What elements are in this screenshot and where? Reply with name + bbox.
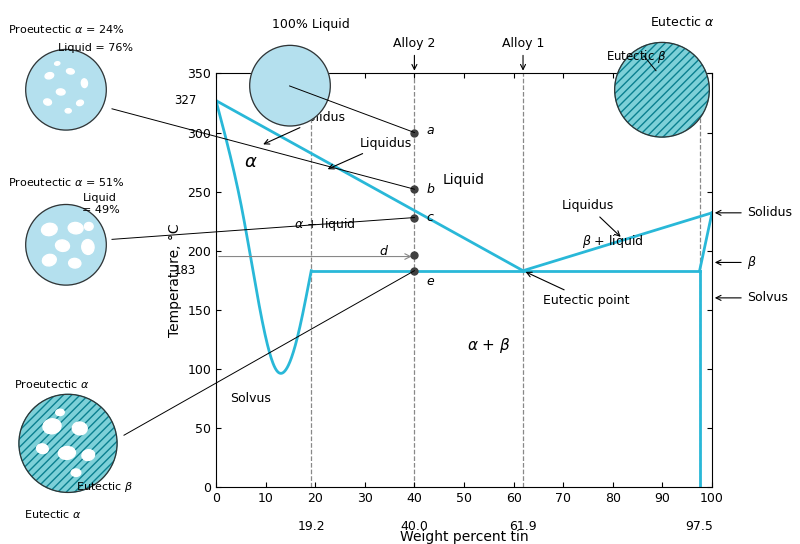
Text: e: e xyxy=(427,275,434,288)
Text: Solidus: Solidus xyxy=(716,206,792,219)
Ellipse shape xyxy=(85,222,93,230)
Ellipse shape xyxy=(56,409,64,416)
Text: 61.9: 61.9 xyxy=(510,520,537,533)
Circle shape xyxy=(614,42,710,137)
Ellipse shape xyxy=(42,223,57,236)
Text: 100% Liquid: 100% Liquid xyxy=(272,18,350,31)
Ellipse shape xyxy=(82,239,94,255)
Text: Alloy 1: Alloy 1 xyxy=(502,37,544,70)
Text: 40.0: 40.0 xyxy=(401,520,428,533)
Text: Liquid: Liquid xyxy=(443,173,485,187)
Text: Alloy 2: Alloy 2 xyxy=(394,37,435,70)
Text: Eutectic $\beta$: Eutectic $\beta$ xyxy=(606,47,666,65)
Ellipse shape xyxy=(82,450,94,461)
Text: $\alpha$: $\alpha$ xyxy=(244,153,258,171)
Ellipse shape xyxy=(55,240,70,251)
Text: $\alpha$ + liquid: $\alpha$ + liquid xyxy=(294,216,356,233)
Text: 19.2: 19.2 xyxy=(298,520,325,533)
Ellipse shape xyxy=(58,447,75,459)
Text: Solidus: Solidus xyxy=(264,110,346,144)
Y-axis label: Temperature, °C: Temperature, °C xyxy=(168,224,182,337)
Text: Eutectic $\alpha$: Eutectic $\alpha$ xyxy=(24,508,82,520)
Text: 327: 327 xyxy=(174,94,196,107)
Circle shape xyxy=(19,394,117,492)
Ellipse shape xyxy=(43,419,61,434)
Circle shape xyxy=(250,45,330,126)
Ellipse shape xyxy=(65,109,71,113)
Text: Liquidus: Liquidus xyxy=(329,137,412,169)
Ellipse shape xyxy=(72,422,87,435)
Ellipse shape xyxy=(68,222,83,234)
Ellipse shape xyxy=(54,61,60,65)
Text: 97.5: 97.5 xyxy=(686,520,714,533)
Text: c: c xyxy=(427,211,434,224)
Ellipse shape xyxy=(44,99,51,105)
X-axis label: Weight percent tin: Weight percent tin xyxy=(400,530,528,544)
Text: Proeutectic $\alpha$ = 51%: Proeutectic $\alpha$ = 51% xyxy=(8,176,124,188)
Text: d: d xyxy=(380,245,387,258)
Text: Eutectic $\beta$: Eutectic $\beta$ xyxy=(76,480,134,494)
Ellipse shape xyxy=(42,255,56,266)
Ellipse shape xyxy=(37,444,48,454)
Ellipse shape xyxy=(82,79,87,88)
Ellipse shape xyxy=(77,100,83,106)
Text: $\beta$: $\beta$ xyxy=(716,254,756,271)
Text: a: a xyxy=(427,123,434,137)
Text: Liquid
= 49%: Liquid = 49% xyxy=(82,193,120,215)
Text: $\alpha$ + $\beta$: $\alpha$ + $\beta$ xyxy=(467,336,510,355)
Text: Solvus: Solvus xyxy=(230,392,271,405)
Text: Proeutectic $\alpha$: Proeutectic $\alpha$ xyxy=(14,378,90,390)
Text: b: b xyxy=(427,183,434,196)
Ellipse shape xyxy=(45,72,54,79)
Text: 183: 183 xyxy=(174,264,196,277)
Ellipse shape xyxy=(56,89,65,95)
Text: $\beta$ + liquid: $\beta$ + liquid xyxy=(582,233,643,250)
Text: Eutectic $\alpha$: Eutectic $\alpha$ xyxy=(650,15,714,29)
Circle shape xyxy=(26,50,106,130)
Text: Eutectic point: Eutectic point xyxy=(526,272,630,307)
Ellipse shape xyxy=(71,469,81,477)
Text: Proeutectic $\alpha$ = 24%: Proeutectic $\alpha$ = 24% xyxy=(8,23,124,35)
Ellipse shape xyxy=(69,258,81,268)
Text: Solvus: Solvus xyxy=(716,292,787,305)
Text: Liquidus: Liquidus xyxy=(562,199,620,236)
Circle shape xyxy=(26,205,106,285)
Text: Liquid = 76%: Liquid = 76% xyxy=(58,43,133,53)
Ellipse shape xyxy=(66,69,74,74)
